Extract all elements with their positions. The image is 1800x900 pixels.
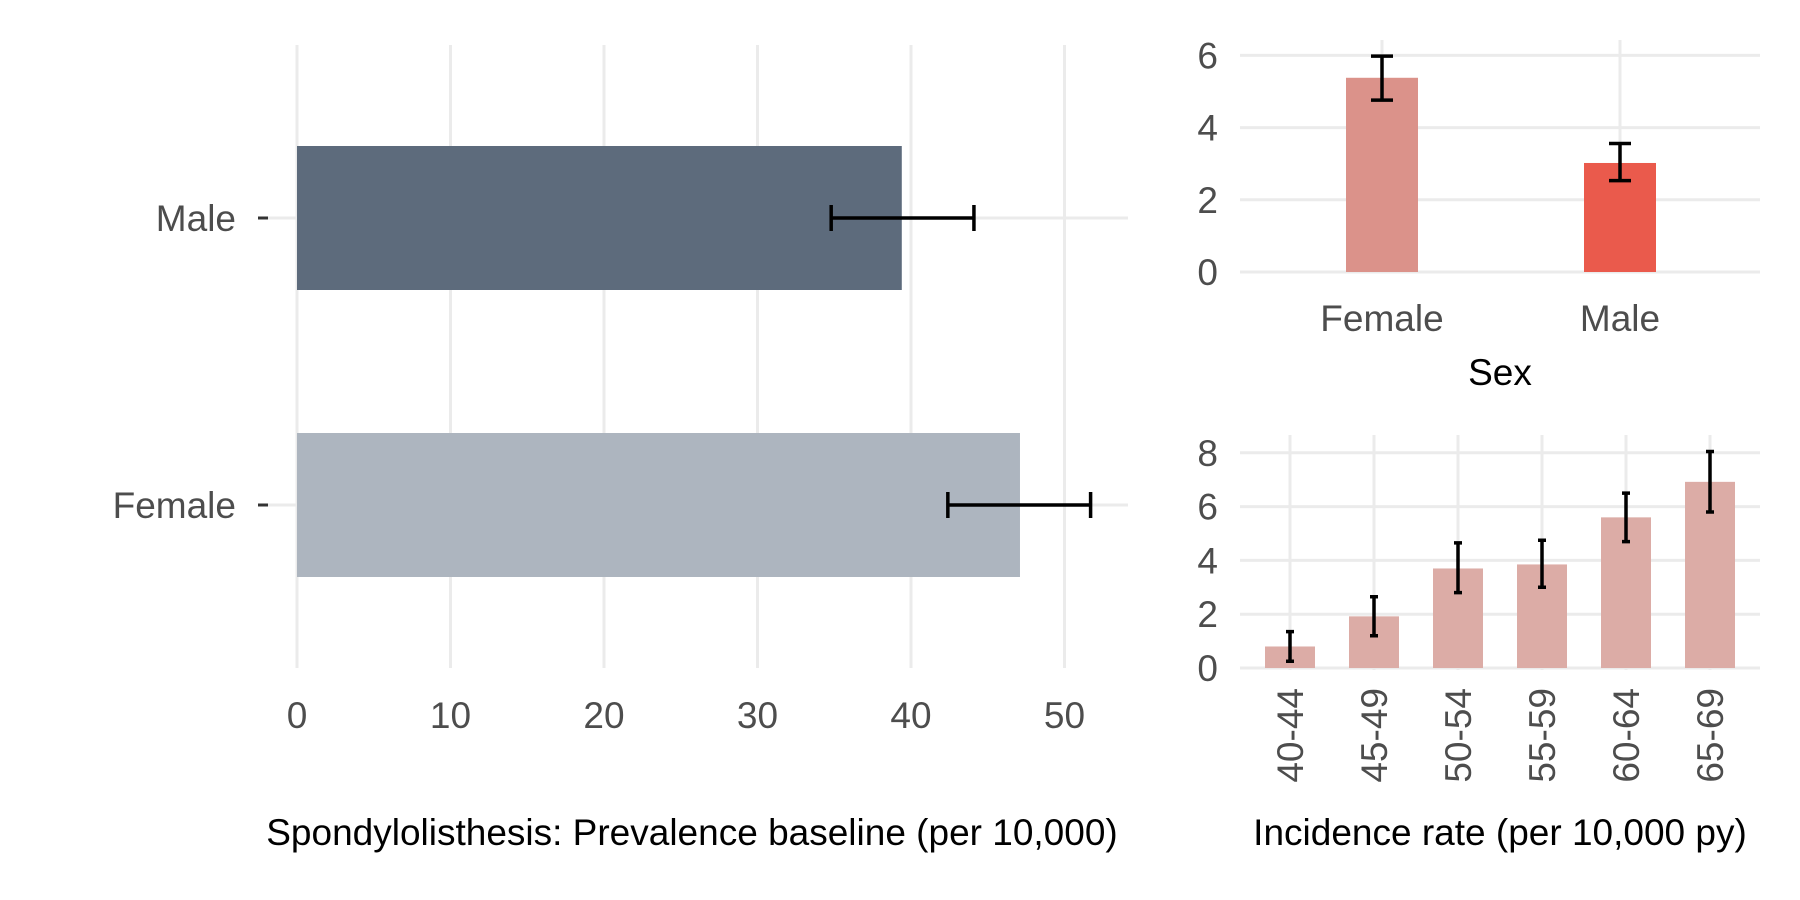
bar-female [297,433,1020,577]
y-tick-label: 8 [1197,433,1218,474]
x-tick-label: 60-64 [1606,688,1647,783]
x-axis-title: Spondylolisthesis: Prevalence baseline (… [266,812,1118,853]
error-bar-male [1609,141,1631,183]
bar-male [297,146,902,290]
x-tick-label: 30 [737,695,778,736]
error-bar-male [829,205,976,231]
x-tick-label: 40-44 [1270,688,1311,783]
error-bar-age-40-44 [1286,629,1294,664]
y-tick-label: Male [156,198,236,239]
error-bar-age-60-64 [1622,491,1630,544]
incidence-by-age-panel: 0 2 4 6 8 40-44 45-49 50-54 55-59 60-64 65-69 Incid… [1197,433,1760,853]
x-axis-title: Sex [1468,352,1532,393]
x-tick-label: Female [1320,298,1443,339]
error-bar-age-45-49 [1370,594,1378,638]
error-bar-age-50-54 [1454,541,1462,595]
y-tick-label: 0 [1197,252,1218,293]
x-tick-label: 10 [430,695,471,736]
error-bar-age-55-59 [1538,538,1546,590]
x-tick-label: 20 [583,695,624,736]
y-tick-label: 0 [1197,648,1218,689]
error-bar-female [1371,54,1393,102]
error-bar-female [946,492,1093,518]
x-tick-label: 65-69 [1690,688,1731,783]
y-tick-label: Female [113,485,236,526]
y-tick-label: 6 [1197,35,1218,76]
x-tick-label: 50-54 [1438,688,1479,783]
y-tick-label: 6 [1197,487,1218,528]
y-tick-label: 2 [1197,180,1218,221]
x-tick-label: 55-59 [1522,688,1563,783]
incidence-by-sex-panel: 0 2 4 6 Female Male Sex [1197,35,1760,393]
prevalence-panel: 0 10 20 30 40 50 Male Female Spondylolisthesis: … [113,45,1128,853]
x-tick-label: 50 [1044,695,1085,736]
x-tick-label: 0 [287,695,308,736]
y-tick-label: 4 [1197,108,1218,149]
error-bar-age-65-69 [1706,449,1714,514]
bar-female [1346,77,1418,272]
y-tick-label: 4 [1197,540,1218,581]
y-tick-label: 2 [1197,594,1218,635]
x-tick-label: Male [1580,298,1660,339]
x-tick-label: 40 [890,695,931,736]
x-tick-label: 45-49 [1354,688,1395,783]
x-axis-title: Incidence rate (per 10,000 py) [1253,812,1747,853]
